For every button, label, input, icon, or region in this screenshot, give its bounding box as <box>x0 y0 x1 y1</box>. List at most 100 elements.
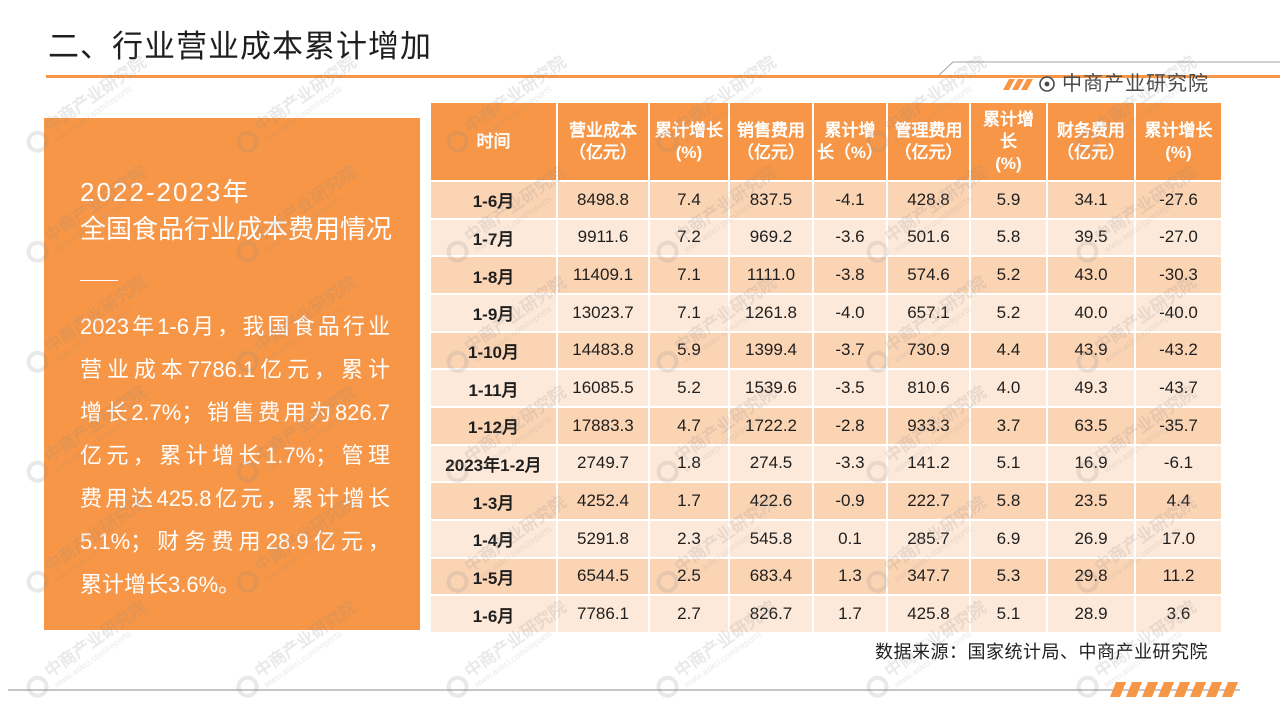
value-cell: -4.1 <box>814 182 886 218</box>
value-cell: 28.9 <box>1048 596 1134 632</box>
value-cell: 43.9 <box>1048 332 1134 369</box>
value-cell: 11.2 <box>1136 558 1221 595</box>
value-cell: 11409.1 <box>558 257 648 293</box>
value-cell: 6544.5 <box>558 558 648 595</box>
value-cell: 4.4 <box>971 332 1046 369</box>
summary-line: 亿元，累计增长1.7%；管理 <box>80 443 390 468</box>
value-cell: 347.7 <box>888 558 969 595</box>
value-cell: 5.9 <box>971 182 1046 218</box>
value-cell: 29.8 <box>1048 558 1134 595</box>
value-cell: 5291.8 <box>558 521 648 557</box>
period-cell: 2023年1-2月 <box>431 445 556 482</box>
slide-title: 二、行业营业成本累计增加 <box>48 29 432 64</box>
value-cell: 7.1 <box>650 257 728 293</box>
summary-line: 费用达425.8亿元，累计增长 <box>80 486 390 511</box>
summary-line: 累计增长3.6%。 <box>80 572 241 597</box>
value-cell: 13023.7 <box>558 295 648 331</box>
value-cell: -40.0 <box>1136 295 1221 331</box>
column-header: 管理费用 （亿元） <box>888 103 969 180</box>
value-cell: 826.7 <box>730 596 812 632</box>
circle-dot-icon <box>1039 76 1055 92</box>
value-cell: 5.2 <box>971 295 1046 331</box>
header-rule <box>46 61 1280 90</box>
value-cell: -27.0 <box>1136 219 1221 256</box>
value-cell: 657.1 <box>888 295 969 331</box>
value-cell: 7.2 <box>650 219 728 256</box>
value-cell: 63.5 <box>1048 408 1134 444</box>
value-cell: 933.3 <box>888 408 969 444</box>
value-cell: -0.9 <box>814 483 886 519</box>
value-cell: 8498.8 <box>558 182 648 218</box>
value-cell: 428.8 <box>888 182 969 218</box>
period-cell: 1-3月 <box>431 483 556 519</box>
value-cell: 6.9 <box>971 521 1046 557</box>
period-cell: 1-7月 <box>431 219 556 256</box>
period-cell: 1-6月 <box>431 596 556 632</box>
value-cell: 5.8 <box>971 483 1046 519</box>
value-cell: 5.9 <box>650 332 728 369</box>
value-cell: 5.2 <box>650 370 728 406</box>
value-cell: 501.6 <box>888 219 969 256</box>
value-cell: 4.7 <box>650 408 728 444</box>
value-cell: -35.7 <box>1136 408 1221 444</box>
summary-line: 增长2.7%；销售费用为826.7 <box>80 400 390 425</box>
value-cell: 5.2 <box>971 257 1046 293</box>
value-cell: -4.0 <box>814 295 886 331</box>
period-cell: 1-5月 <box>431 558 556 595</box>
value-cell: -3.3 <box>814 445 886 482</box>
panel-heading: 全国食品行业成本费用情况 <box>80 214 393 244</box>
value-cell: 5.8 <box>971 219 1046 256</box>
footer-stripes-decoration <box>1110 682 1238 697</box>
column-header: 累计增长 (%) <box>650 103 728 180</box>
value-cell: 23.5 <box>1048 483 1134 519</box>
column-header: 销售费用 （亿元） <box>730 103 812 180</box>
brand-name: 中商产业研究院 <box>1062 73 1209 95</box>
value-cell: 1.7 <box>650 483 728 519</box>
summary-paragraph: 2023年1-6月，我国食品行业 营业成本7786.1亿元，累计 增长2.7%；销售… <box>80 305 390 606</box>
value-cell: 5.1 <box>971 445 1046 482</box>
value-cell: 26.9 <box>1048 521 1134 557</box>
value-cell: -6.1 <box>1136 445 1221 482</box>
value-cell: 1.3 <box>814 558 886 595</box>
value-cell: 7.4 <box>650 182 728 218</box>
period-cell: 1-12月 <box>431 408 556 444</box>
value-cell: 1261.8 <box>730 295 812 331</box>
summary-panel: 2022-2023年 全国食品行业成本费用情况 2023年1-6月，我国食品行业… <box>44 118 420 630</box>
value-cell: 1399.4 <box>730 332 812 369</box>
value-cell: 5.3 <box>971 558 1046 595</box>
value-cell: -43.2 <box>1136 332 1221 369</box>
summary-line: 2023年1-6月，我国食品行业 <box>80 314 390 339</box>
period-cell: 1-4月 <box>431 521 556 557</box>
value-cell: 425.8 <box>888 596 969 632</box>
value-cell: 969.2 <box>730 219 812 256</box>
summary-line: 5.1%；财务费用28.9亿元， <box>80 529 390 554</box>
footer-rule <box>8 682 1240 697</box>
value-cell: 17.0 <box>1136 521 1221 557</box>
value-cell: 2.3 <box>650 521 728 557</box>
value-cell: 422.6 <box>730 483 812 519</box>
value-cell: 837.5 <box>730 182 812 218</box>
value-cell: 4252.4 <box>558 483 648 519</box>
value-cell: 40.0 <box>1048 295 1134 331</box>
value-cell: 49.3 <box>1048 370 1134 406</box>
value-cell: 3.6 <box>1136 596 1221 632</box>
value-cell: 3.7 <box>971 408 1046 444</box>
value-cell: 16085.5 <box>558 370 648 406</box>
value-cell: 17883.3 <box>558 408 648 444</box>
period-cell: 1-6月 <box>431 182 556 218</box>
period-cell: 1-11月 <box>431 370 556 406</box>
value-cell: 1.8 <box>650 445 728 482</box>
value-cell: 2749.7 <box>558 445 648 482</box>
value-cell: 1539.6 <box>730 370 812 406</box>
value-cell: 34.1 <box>1048 182 1134 218</box>
period-cell: 1-9月 <box>431 295 556 331</box>
value-cell: 222.7 <box>888 483 969 519</box>
period-cell: 1-10月 <box>431 332 556 369</box>
value-cell: 810.6 <box>888 370 969 406</box>
value-cell: -3.6 <box>814 219 886 256</box>
value-cell: 4.0 <box>971 370 1046 406</box>
brand-logo: 中商产业研究院 <box>1038 71 1209 97</box>
value-cell: 0.1 <box>814 521 886 557</box>
value-cell: 2.5 <box>650 558 728 595</box>
value-cell: 1722.2 <box>730 408 812 444</box>
